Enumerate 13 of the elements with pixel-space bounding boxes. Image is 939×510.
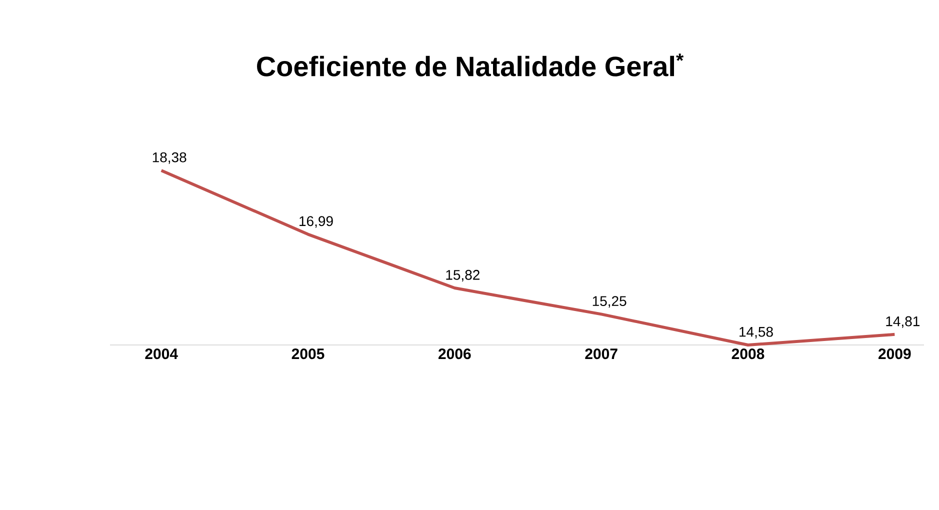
data-label: 15,82 — [446, 270, 480, 282]
chart-title: Coeficiente de Natalidade Geral$^{*}$ — [257, 54, 684, 76]
x-tick-label: 2004 — [145, 348, 178, 360]
data-label: 14,58 — [740, 326, 773, 338]
x-tick-label: 2005 — [292, 348, 324, 360]
data-label: 18,38 — [152, 152, 186, 164]
x-tick-label: 2006 — [438, 348, 471, 360]
data-label: 16,99 — [300, 216, 333, 228]
x-tick-label: 2008 — [732, 348, 764, 360]
data-label: 15,25 — [592, 296, 626, 308]
x-tick-label: 2009 — [878, 348, 911, 360]
data-label: 14,81 — [886, 316, 920, 328]
x-tick-label: 2007 — [585, 348, 618, 360]
